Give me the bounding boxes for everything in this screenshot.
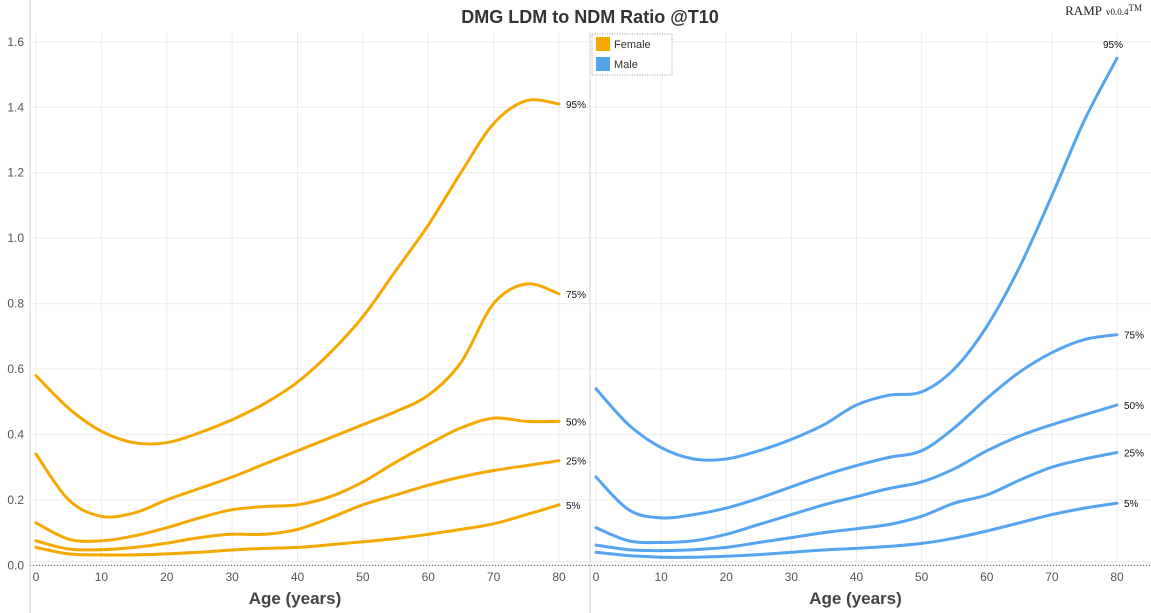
- y-tick-label: 0.0: [7, 558, 24, 572]
- legend-swatch-female: [596, 37, 610, 51]
- legend-label-female: Female: [614, 39, 651, 51]
- y-tick-label: 0.8: [7, 297, 24, 311]
- x-tick-label: 30: [785, 570, 799, 584]
- brand-logo: RAMP v0.0.4TM: [1065, 3, 1142, 18]
- panel-female: 0 10 20 30 40 50 60 70 80 Age (years) 95% 75% 50% 25%…: [33, 32, 586, 608]
- x-tick-label: 70: [1045, 570, 1059, 584]
- y-tick-label: 0.6: [7, 362, 24, 376]
- y-tick-label: 1.6: [7, 35, 24, 49]
- brand-version: v0.0.4: [1106, 7, 1129, 17]
- x-tick-label: 50: [915, 570, 929, 584]
- y-tick-label: 0.2: [7, 493, 24, 507]
- x-tick-label: 20: [160, 570, 174, 584]
- y-tick-label: 1.2: [7, 166, 24, 180]
- x-axis-label: Age (years): [249, 589, 342, 608]
- percentile-label: 50%: [566, 417, 586, 428]
- series-line-male-5pct: [594, 501, 1119, 559]
- x-tick-label: 70: [487, 570, 501, 584]
- x-tick-label: 40: [850, 570, 864, 584]
- percentile-label: 50%: [1124, 401, 1144, 412]
- x-tick-label: 50: [356, 570, 370, 584]
- x-tick-label: 20: [720, 570, 734, 584]
- y-tick-label: 0.4: [7, 427, 24, 441]
- series-line-female-95pct: [34, 98, 561, 446]
- x-tick-label: 30: [225, 570, 239, 584]
- series-line-female-75pct: [34, 282, 561, 519]
- percentile-label: 5%: [1124, 499, 1139, 510]
- series-line-female-25pct: [34, 459, 561, 552]
- series-line-female-5pct: [34, 503, 561, 557]
- chart-title: DMG LDM to NDM Ratio @T10: [461, 7, 719, 27]
- percentile-label: 25%: [566, 457, 586, 468]
- x-tick-label: 40: [291, 570, 305, 584]
- percentile-label: 5%: [566, 501, 581, 512]
- percentile-label: 95%: [1103, 40, 1123, 51]
- percentile-label: 25%: [1124, 448, 1144, 459]
- panel-male: 0 10 20 30 40 50 60 70 80 Age (years) 95% 75% 50% 25%…: [593, 32, 1144, 608]
- y-tick-label: 1.4: [7, 100, 24, 114]
- percentile-label: 75%: [566, 290, 586, 301]
- series-line-male-25pct: [594, 451, 1119, 553]
- percentile-label: 75%: [1124, 331, 1144, 342]
- series-line-male-95pct: [594, 56, 1119, 462]
- x-axis-label: Age (years): [809, 589, 902, 608]
- series-line-male-50pct: [594, 403, 1119, 545]
- legend-swatch-male: [596, 57, 610, 71]
- brand-name: RAMP: [1065, 3, 1102, 18]
- x-tick-label: 10: [95, 570, 109, 584]
- series-line-female-50pct: [34, 416, 561, 543]
- x-tick-label: 60: [980, 570, 994, 584]
- x-tick-label: 80: [1110, 570, 1124, 584]
- percentile-label: 95%: [566, 100, 586, 111]
- x-tick-label: 0: [33, 570, 40, 584]
- brand-trademark: TM: [1129, 3, 1143, 13]
- y-tick-label: 1.0: [7, 231, 24, 245]
- legend-label-male: Male: [614, 59, 638, 71]
- x-tick-label: 0: [593, 570, 600, 584]
- plot-area: 0.0 0.2 0.4 0.6 0.8 1.0 1.2 1.4 1.6 0 10 20 30 40 50 60…: [7, 0, 1151, 613]
- series-line-male-75pct: [594, 333, 1119, 520]
- x-tick-label: 60: [422, 570, 436, 584]
- x-tick-label: 80: [552, 570, 566, 584]
- legend: Female Male: [591, 33, 673, 76]
- x-tick-label: 10: [654, 570, 668, 584]
